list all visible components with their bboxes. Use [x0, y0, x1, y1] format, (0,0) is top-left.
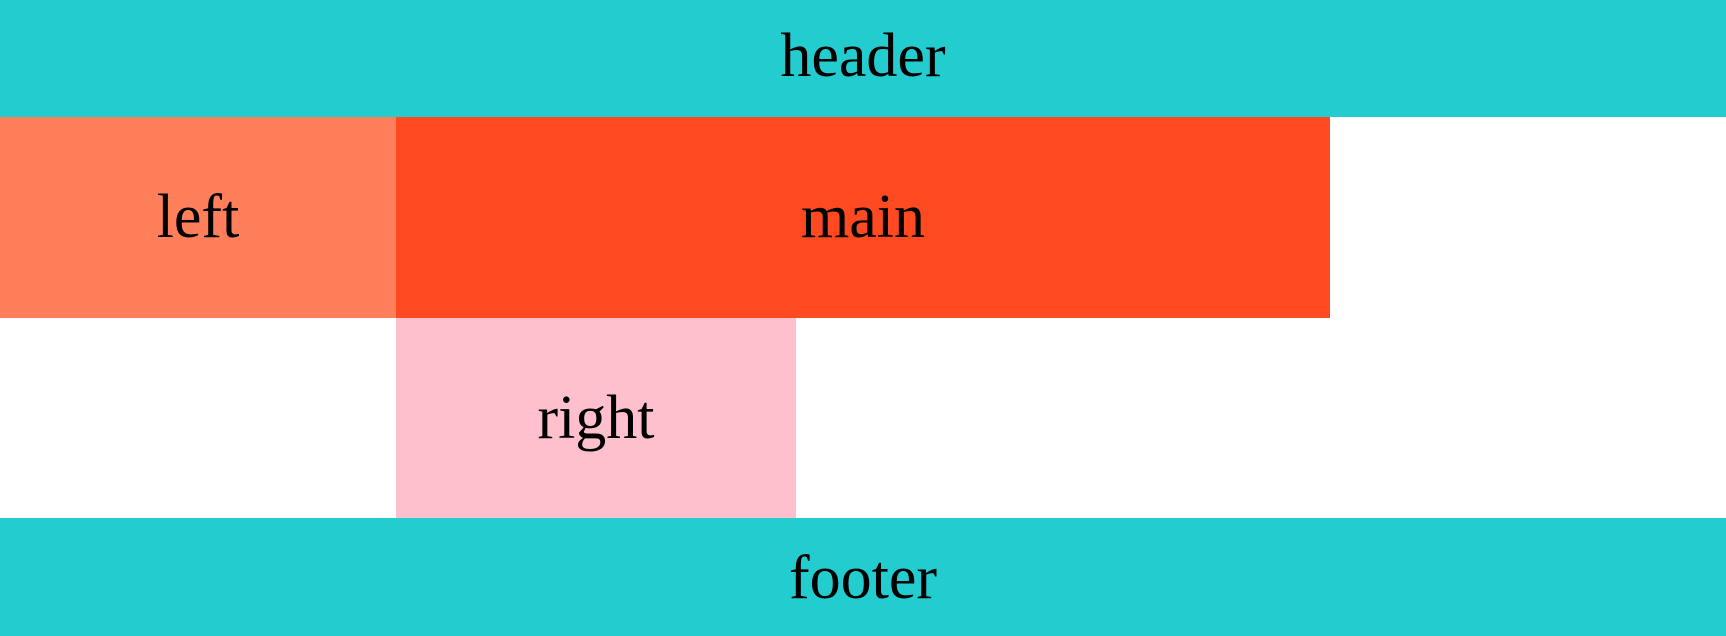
- left-region: left: [0, 117, 396, 318]
- footer-label: footer: [788, 544, 938, 612]
- right-label: right: [537, 384, 655, 452]
- right-region: right: [396, 318, 796, 518]
- left-label: left: [156, 182, 240, 251]
- main-label: main: [801, 182, 925, 251]
- main-region: main: [396, 117, 1330, 318]
- footer-region: footer: [0, 518, 1726, 636]
- header-region: header: [0, 0, 1726, 117]
- header-label: header: [780, 21, 946, 90]
